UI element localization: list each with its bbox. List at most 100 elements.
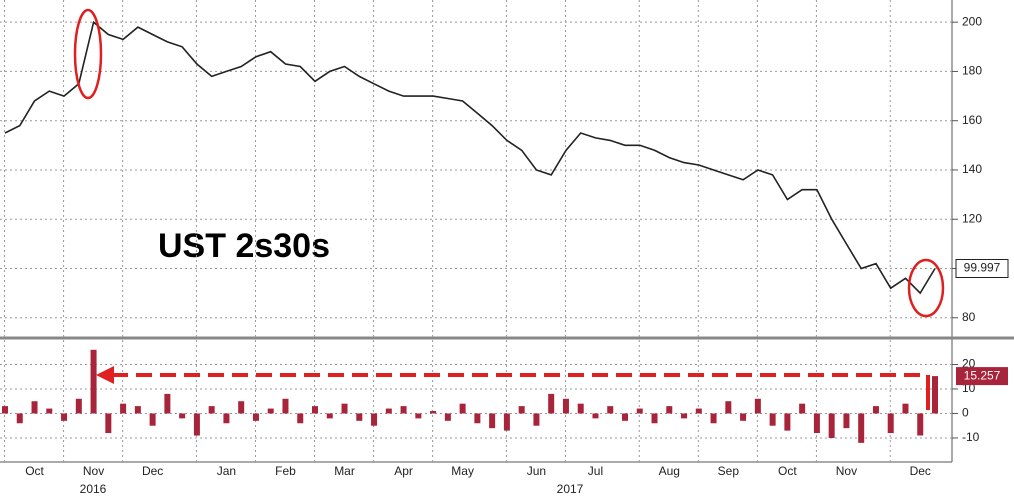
bar (681, 413, 688, 419)
bar (932, 376, 938, 414)
bar (622, 413, 628, 421)
bar (238, 401, 245, 414)
bar (562, 398, 569, 414)
bar (356, 413, 363, 421)
y-tick-label: 0 (962, 406, 969, 420)
bar (193, 413, 200, 436)
x-tick-label: Oct (25, 464, 44, 478)
bar (75, 398, 82, 414)
x-tick-label: Apr (394, 464, 413, 478)
marks: Oct Nov Dec Jan Feb Mar Apr May Jun Jul Aug Sep Oct N… (0, 0, 1009, 478)
bar (208, 406, 215, 414)
y-tick-label: 120 (962, 211, 982, 225)
x-tick-label: Mar (334, 464, 355, 478)
bar (105, 413, 112, 434)
bar (341, 403, 348, 414)
bar (149, 413, 156, 426)
bar (444, 413, 451, 421)
bar (784, 413, 791, 431)
bar (120, 403, 127, 414)
bar (489, 413, 496, 429)
highlight-circle (907, 258, 945, 318)
bar (902, 403, 909, 414)
bar (46, 408, 53, 414)
x-tick-label: Dec (142, 464, 163, 478)
bar (651, 413, 658, 424)
bar (740, 413, 747, 421)
x-tick-label: Jul (588, 464, 603, 478)
bar (415, 413, 422, 419)
bar (326, 413, 333, 419)
y-tick-label: 200 (962, 14, 982, 28)
x-tick-label: Aug (659, 464, 680, 478)
last-value-label: 15.257 (964, 368, 1001, 382)
y-tick-label: 140 (962, 162, 982, 176)
bar (430, 411, 437, 414)
bar (813, 413, 820, 434)
bar (282, 398, 289, 414)
x-tick-label: May (451, 464, 474, 478)
last-value-box (956, 367, 1008, 386)
year-label: 2017 (557, 482, 584, 496)
bar (917, 413, 924, 436)
bar (134, 406, 141, 414)
x-tick-label: Sep (718, 464, 740, 478)
bar (223, 413, 230, 424)
arrow-head (96, 366, 114, 384)
bar (61, 413, 68, 421)
bar (592, 413, 599, 419)
bar (754, 398, 761, 414)
bar (297, 413, 304, 424)
x-tick-label: Nov (83, 464, 104, 478)
bar (179, 413, 186, 419)
x-tick-label: Nov (836, 464, 857, 478)
bar (503, 413, 510, 431)
x-tick-label: Dec (910, 464, 931, 478)
x-tick-label: Jun (527, 464, 546, 478)
last-value-label: 99.997 (964, 261, 1001, 275)
bar (400, 406, 407, 414)
bar (474, 413, 481, 424)
x-tick-label: Feb (275, 464, 296, 478)
chart-title: UST 2s30s (158, 227, 330, 265)
bar (843, 413, 850, 429)
bar (385, 408, 392, 414)
x-tick-label: Jan (217, 464, 236, 478)
bar (577, 403, 584, 414)
price-line (4, 20, 936, 295)
bar (858, 413, 865, 443)
bar (710, 413, 717, 424)
bar (695, 408, 702, 414)
bar (164, 393, 171, 414)
last-value-box (955, 259, 1009, 279)
bar (459, 403, 466, 414)
bar (2, 406, 8, 414)
bar (371, 413, 378, 426)
bar (725, 401, 732, 414)
bar (90, 349, 97, 414)
year-label: 2016 (80, 482, 107, 496)
y-tick-label: 180 (962, 64, 982, 78)
bar (31, 401, 38, 414)
y-tick-label: 80 (962, 310, 976, 324)
y-tick-label: 160 (962, 113, 982, 127)
y-tick-label: -10 (962, 430, 980, 444)
bar (312, 406, 318, 414)
bar (548, 393, 555, 414)
bar (607, 406, 614, 414)
bar (252, 413, 259, 421)
bar (769, 413, 776, 426)
bar (16, 413, 23, 424)
bar (636, 408, 643, 414)
bar (666, 406, 673, 414)
bar (799, 403, 806, 414)
bar (267, 408, 274, 414)
bar (872, 406, 879, 414)
bar (828, 413, 835, 438)
highlight-circle (73, 8, 103, 100)
bar (533, 413, 540, 426)
x-tick-label: Oct (778, 464, 797, 478)
bar (518, 406, 525, 414)
bar (887, 413, 894, 434)
